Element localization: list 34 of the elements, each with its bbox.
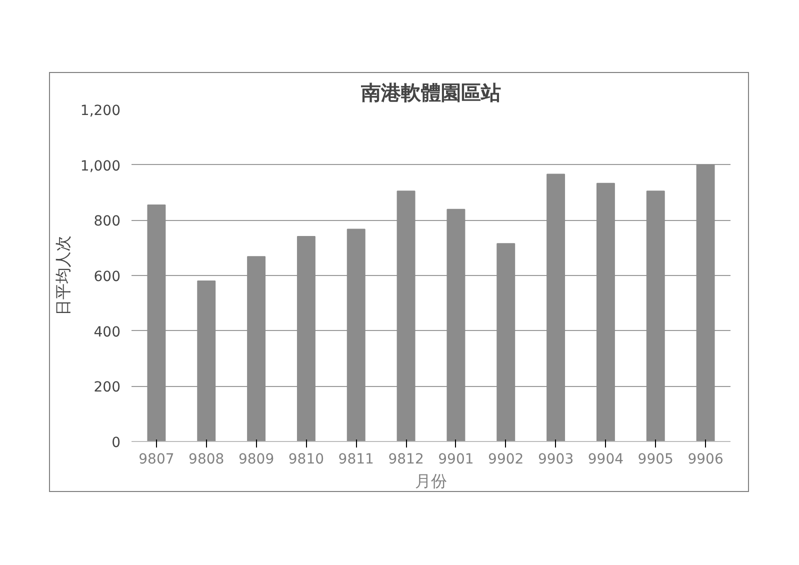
y-tick-label: 600: [94, 269, 121, 285]
bar: [646, 190, 665, 442]
bar: [546, 174, 566, 442]
bar: [197, 280, 216, 442]
x-tick-label: 9809: [238, 452, 274, 468]
bar: [446, 208, 466, 442]
x-tick-label: 9904: [588, 452, 624, 468]
bar: [696, 164, 715, 442]
x-tick-label: 9905: [638, 452, 674, 468]
bar: [247, 256, 266, 442]
chart-title: 南港軟體園區站: [360, 80, 501, 104]
bar: [346, 228, 366, 442]
y-tick-label: 0: [112, 435, 121, 451]
bar: [396, 190, 416, 442]
bar: [296, 236, 316, 442]
x-tick-label: 9808: [188, 452, 224, 468]
y-axis-title: 日平均人次: [53, 236, 72, 316]
x-axis-title: 月份: [415, 472, 447, 490]
y-tick-label: 200: [94, 380, 121, 396]
x-tick-label: 9812: [388, 452, 424, 468]
x-tick-label: 9906: [688, 452, 724, 468]
bar: [596, 182, 615, 442]
y-tick-label: 400: [94, 324, 121, 340]
x-tick-label: 9901: [438, 452, 474, 468]
bar: [147, 204, 166, 442]
bar: [496, 243, 516, 442]
y-tick-label: 800: [94, 214, 121, 230]
y-tick-label: 1,000: [80, 158, 121, 174]
x-tick-label: 9811: [338, 452, 374, 468]
x-tick-label: 9807: [138, 452, 174, 468]
x-tick-label: 9903: [538, 452, 574, 468]
y-tick-label: 1,200: [80, 103, 121, 119]
x-tick-label: 9810: [288, 452, 324, 468]
x-tick-label: 9902: [488, 452, 524, 468]
